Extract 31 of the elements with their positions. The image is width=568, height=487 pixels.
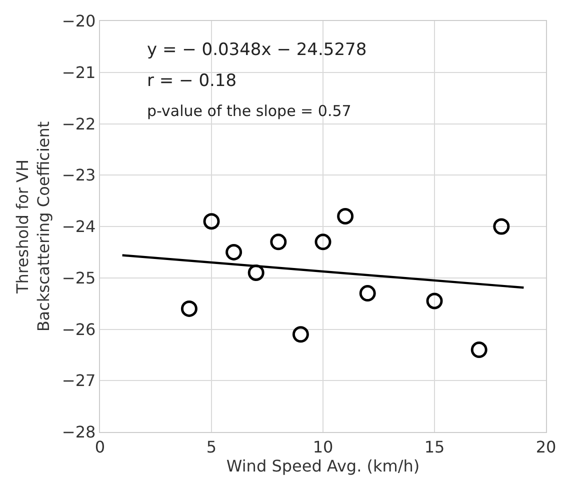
point [493,218,510,235]
annotation: r = − 0.18 [147,71,237,91]
point [180,300,198,317]
point [248,264,264,281]
y-tick-label: −21 [62,62,96,82]
y-tick-label: −27 [62,371,96,390]
y-axis-title: Threshold for VH Backscattering Coefficient [13,121,53,332]
point [470,342,488,358]
y-tick-label: −25 [62,268,96,288]
point [426,292,443,310]
x-tick-label: 15 [424,437,445,456]
point [203,213,220,230]
y-tick-label: −26 [62,320,96,339]
y-tick-label: −28 [62,422,96,442]
point [226,244,242,260]
y-tick-label: −20 [62,12,96,31]
x-tick-label: 0 [94,437,106,456]
point [359,285,376,302]
x-axis-title: Wind Speed Avg. (km/h) [226,456,420,476]
point [292,326,309,343]
x-tick-label: 5 [206,437,217,456]
point [337,208,354,224]
x-tick-label: 20 [536,437,556,456]
y-tick-label: −24 [62,217,96,236]
y-tick-label: −23 [62,166,96,185]
annotation: p-value of the slope = 0.57 [147,102,352,120]
annotation: y = − 0.0348x − 24.5278 [147,40,367,60]
point [270,234,287,250]
x-tick-label: 10 [312,437,334,456]
y-tick-label: −22 [62,114,96,134]
point [314,234,332,250]
